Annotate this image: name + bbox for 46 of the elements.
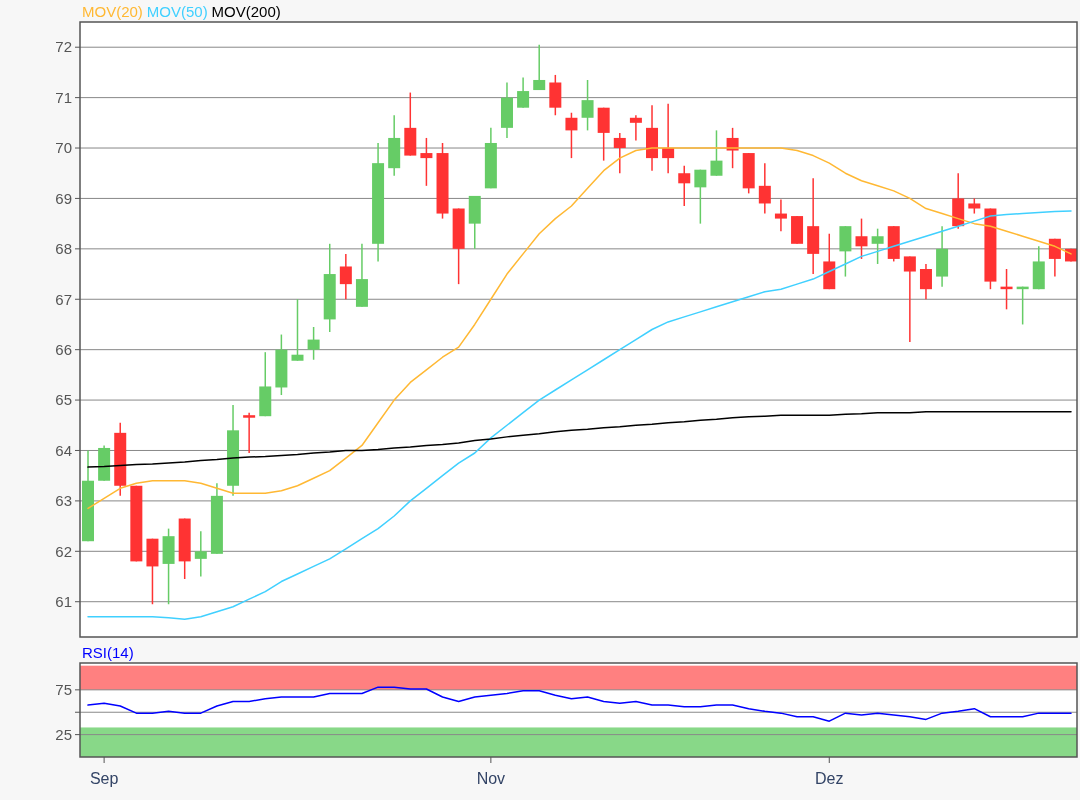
line-series (87, 686, 1072, 722)
candlestick (533, 43, 546, 91)
candlestick (871, 227, 884, 265)
candlestick (919, 263, 932, 300)
text: MOV(50) (146, 3, 208, 20)
candlestick (581, 79, 594, 132)
candlestick (194, 530, 207, 578)
text: RSI(14) (82, 644, 134, 661)
candlestick (710, 129, 723, 177)
y-tick-label: 72 (55, 38, 72, 56)
candlestick (339, 253, 352, 300)
y-tick-label: 68 (55, 240, 72, 258)
candlestick (629, 114, 642, 142)
candlestick (855, 217, 868, 260)
y-tick-label: 62 (55, 542, 72, 560)
y-tick-label: 69 (55, 189, 72, 207)
line-series (87, 410, 1072, 468)
candlestick (903, 255, 916, 343)
y-tick-label: 61 (55, 592, 72, 610)
candlestick (517, 76, 530, 109)
candlestick (758, 162, 771, 215)
x-tick-label: Dez (815, 770, 844, 787)
candlestick (565, 111, 578, 159)
candlestick (291, 298, 304, 362)
x-tick-label: Sep (89, 770, 119, 787)
candlestick (307, 326, 320, 361)
candlestick (613, 132, 626, 174)
y-tick-label: 63 (55, 492, 72, 510)
line-series (87, 210, 1072, 621)
text: MOV(200) (211, 3, 281, 20)
candlestick (243, 411, 256, 454)
y-tick-label: 65 (55, 391, 72, 409)
y-tick-label: 70 (55, 139, 72, 157)
candlestick (420, 137, 433, 187)
candlestick (1048, 238, 1061, 278)
y-tick-label: 67 (55, 290, 72, 308)
y-tick-label: 71 (55, 88, 72, 106)
text: MOV(20) (82, 3, 143, 20)
candlestick (678, 164, 691, 207)
y-tick-label: 66 (55, 340, 72, 358)
y-tick-label: 64 (55, 441, 72, 459)
x-tick-label: Nov (476, 770, 506, 787)
candlestick (694, 168, 707, 225)
y-tick-label: 75 (55, 681, 72, 699)
candlestick (774, 198, 787, 232)
y-tick-label: 25 (55, 725, 72, 743)
